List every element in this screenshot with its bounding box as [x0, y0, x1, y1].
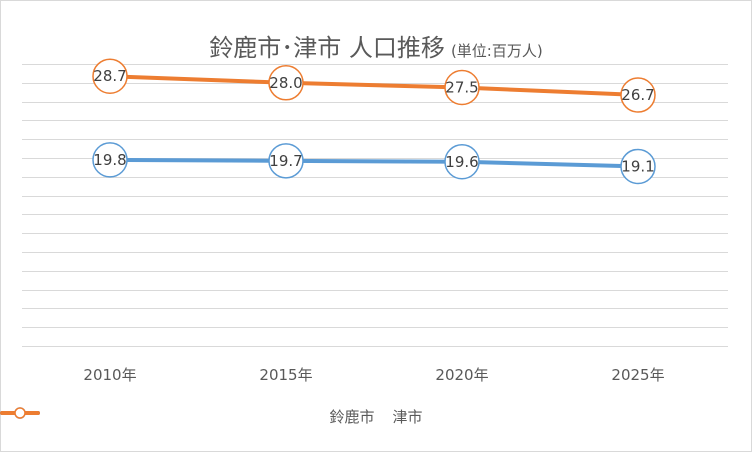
data-label: 19.6 [445, 153, 478, 171]
x-tick-label: 2025年 [611, 366, 664, 384]
legend-marker [14, 407, 26, 419]
data-point [620, 77, 656, 113]
data-label: 28.0 [269, 74, 302, 92]
series-line-1 [108, 74, 640, 98]
data-point [268, 65, 304, 101]
data-point [92, 58, 128, 94]
data-point [92, 142, 128, 178]
data-label: 19.8 [93, 151, 126, 169]
x-tick-label: 2020年 [435, 366, 488, 384]
x-tick-label: 2015年 [259, 366, 312, 384]
data-point [444, 144, 480, 180]
chart-title: 鈴鹿市･津市 人口推移 [209, 34, 445, 62]
data-label: 27.5 [445, 79, 478, 97]
chart-subtitle: (単位:百万人) [450, 42, 543, 60]
legend-swatch-tsu [0, 407, 40, 419]
chart-title-block: 鈴鹿市･津市 人口推移 (単位:百万人) [0, 28, 752, 63]
data-label: 19.7 [269, 152, 302, 170]
legend-label-suzuka: 鈴鹿市 [329, 408, 375, 426]
data-point [444, 69, 480, 106]
data-label: 19.1 [621, 157, 654, 175]
legend: 鈴鹿市 津市 [0, 406, 752, 427]
data-label: 26.7 [621, 86, 654, 104]
data-point [620, 148, 656, 185]
data-label: 28.7 [93, 67, 126, 85]
legend-label-tsu: 津市 [392, 408, 423, 426]
legend-item-tsu: 津市 [0, 406, 423, 427]
x-tick-label: 2010年 [83, 366, 136, 384]
series-line-0 [108, 157, 640, 169]
legend-item-suzuka: 鈴鹿市 [0, 406, 375, 427]
data-point [268, 143, 304, 179]
